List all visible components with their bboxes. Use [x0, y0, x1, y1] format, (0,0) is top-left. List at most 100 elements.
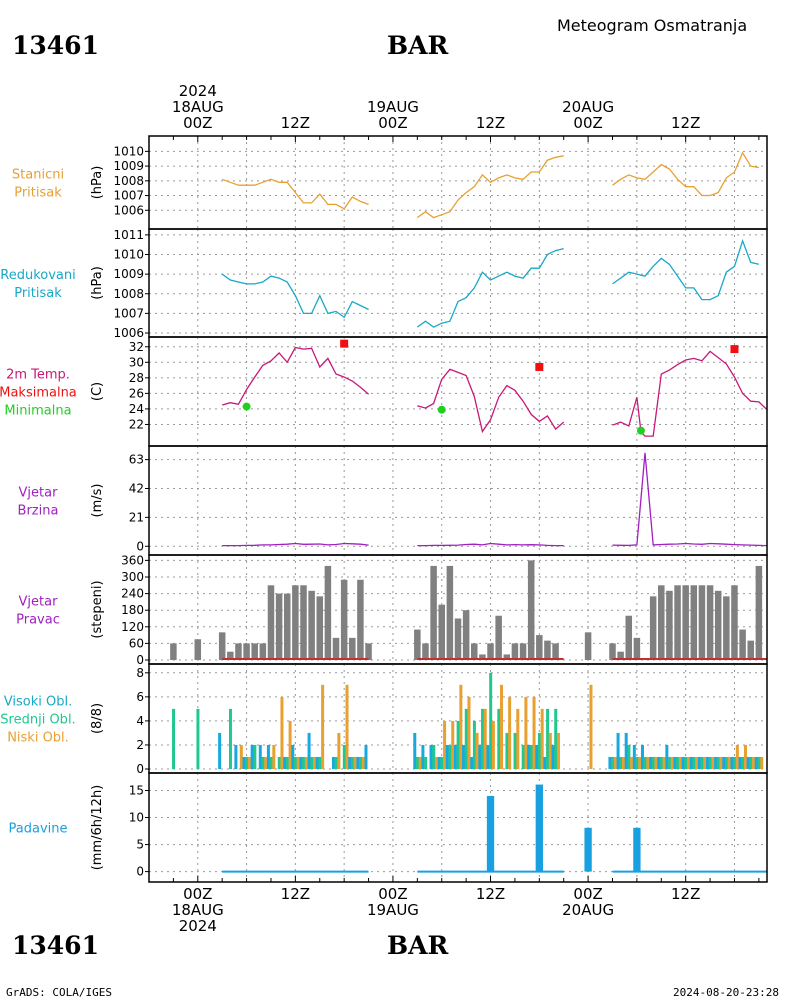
low-cloud-bar	[735, 744, 739, 769]
low-cloud-bar	[670, 756, 674, 769]
high-cloud-bar	[673, 756, 677, 769]
panel-reduced-pressure: 1006 1007 1008 1009 1010 1011 (hPa) Redukovani P…	[0, 228, 768, 340]
high-cloud-bar	[348, 756, 352, 769]
direction-bar	[430, 565, 437, 660]
y-axis-label: (8/8)	[90, 703, 105, 734]
high-cloud-bar	[299, 756, 303, 769]
panel-content	[172, 672, 764, 769]
direction-bar	[349, 637, 356, 660]
mid-cloud-bar	[513, 732, 517, 769]
direction-bar	[283, 593, 291, 660]
low-cloud-bar	[451, 720, 455, 769]
direction-bar	[218, 632, 226, 660]
direction-bar	[194, 639, 202, 660]
low-cloud-bar	[540, 708, 544, 769]
panel-label: Padavine	[9, 822, 68, 837]
x-label-bottom: 2024	[179, 917, 217, 935]
y-tick-label: 28	[129, 371, 144, 385]
series-line	[222, 346, 370, 406]
direction-bar	[308, 590, 315, 660]
series-line	[416, 155, 564, 219]
direction-bar	[292, 585, 299, 660]
panel-content	[170, 560, 767, 660]
x-label-top: 20AUG	[562, 98, 614, 116]
mid-cloud-bar	[310, 756, 314, 769]
mid-cloud-bar	[228, 708, 232, 769]
high-cloud-bar	[754, 756, 758, 769]
direction-bar	[227, 651, 234, 660]
direction-bar	[633, 637, 641, 660]
panel-label: Visoki Obl.	[4, 695, 72, 710]
low-cloud-bar	[548, 732, 552, 769]
direction-bar	[300, 585, 307, 660]
high-cloud-bar	[478, 744, 482, 769]
mid-cloud-bar	[294, 756, 298, 769]
high-cloud-bar	[445, 744, 449, 769]
low-cloud-bar	[247, 756, 251, 769]
direction-bar	[357, 579, 364, 660]
mid-cloud-bar	[749, 756, 753, 769]
y-tick-label: 26	[129, 386, 144, 400]
x-label-bottom: 12Z	[281, 885, 310, 903]
y-axis-label: (m/s)	[90, 484, 105, 518]
direction-bar	[324, 565, 332, 660]
high-cloud-bar	[453, 744, 457, 769]
y-tick-label: 42	[129, 482, 144, 496]
y-tick-label: 0	[136, 762, 144, 776]
low-cloud-bar	[508, 696, 512, 769]
low-cloud-bar	[687, 756, 691, 769]
y-tick-label: 0	[136, 539, 144, 553]
panel-content	[221, 238, 760, 328]
mid-cloud-bar	[741, 756, 745, 769]
mid-cloud-bar	[277, 756, 281, 769]
panel-frame	[148, 445, 768, 556]
low-cloud-bar	[695, 756, 699, 769]
mid-cloud-bar	[724, 756, 728, 769]
x-label-bottom: 19AUG	[367, 901, 419, 919]
mid-cloud-bar	[619, 756, 623, 769]
panel-frame	[148, 772, 768, 883]
y-tick-label: 1006	[113, 203, 144, 217]
low-cloud-bar	[475, 732, 479, 769]
low-cloud-bar	[312, 756, 316, 769]
high-cloud-bar	[665, 744, 669, 769]
series-line	[417, 368, 565, 434]
y-tick-label: 1010	[113, 144, 144, 158]
y-tick-label: 1009	[113, 267, 144, 281]
tmin-marker	[242, 402, 251, 411]
low-cloud-bar	[434, 756, 438, 769]
mid-cloud-bar	[172, 708, 176, 769]
low-cloud-bar	[516, 708, 520, 769]
high-cloud-bar	[307, 732, 311, 769]
direction-bar	[316, 596, 324, 660]
direction-bar	[552, 643, 559, 660]
tmin-marker	[636, 426, 645, 435]
precip-bar	[535, 784, 543, 872]
y-axis-label: (hPa)	[90, 166, 105, 200]
footer-timestamp: 2024-08-20-23:28	[673, 986, 779, 999]
low-cloud-bar	[646, 756, 650, 769]
station-name-top: BAR	[387, 31, 449, 60]
low-cloud-bar	[459, 684, 463, 769]
high-cloud-bar	[738, 756, 742, 769]
high-cloud-bar	[218, 732, 222, 769]
low-cloud-bar	[760, 756, 764, 769]
series-line	[612, 350, 767, 437]
panel-label: Srednji Obl.	[0, 713, 75, 728]
direction-bar	[747, 640, 754, 660]
high-cloud-bar	[681, 756, 685, 769]
y-tick-label: 240	[121, 587, 144, 601]
low-cloud-bar	[654, 756, 658, 769]
direction-bar	[340, 579, 348, 660]
direction-bar	[495, 615, 502, 660]
panel-label: Pravac	[16, 613, 60, 628]
panel-precipitation: 0 5 10 15 (mm/6h/12h) Padavine	[9, 772, 768, 883]
low-cloud-bar	[443, 720, 447, 769]
high-cloud-bar	[640, 744, 644, 769]
direction-bar	[690, 585, 698, 660]
mid-cloud-bar	[253, 744, 257, 769]
high-cloud-bar	[608, 756, 612, 769]
series-line	[417, 542, 564, 547]
mid-cloud-bar	[521, 744, 525, 769]
